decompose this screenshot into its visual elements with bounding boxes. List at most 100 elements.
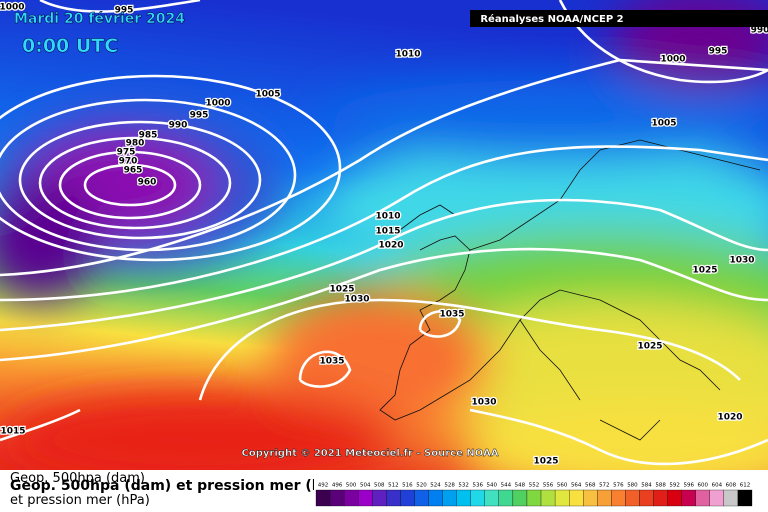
scale-label: 508 (374, 483, 385, 489)
scale-swatch (343, 489, 359, 507)
scale-label: 592 (669, 483, 680, 489)
scale-swatch (386, 489, 401, 507)
scale-swatch (625, 489, 640, 507)
isobar-labels: 1000 995 1010 1005 1000 995 990 985 980 … (0, 1, 768, 468)
scale-swatch (315, 489, 331, 507)
scale-label: 520 (416, 483, 427, 489)
isobar-label: 965 (124, 166, 143, 176)
isobar-label: 1020 (378, 241, 403, 251)
isobar-label: 1000 (205, 99, 230, 109)
isobar-label: 970 (119, 157, 138, 167)
scale-swatch (526, 489, 542, 507)
isobar-label: 1030 (471, 398, 496, 408)
isobar-label: 990 (169, 121, 188, 131)
scale-swatch (737, 489, 753, 507)
scale-swatch (569, 489, 584, 507)
scale-swatch (583, 489, 598, 507)
isobar-label: 1005 (651, 119, 676, 129)
isobar-label: 995 (709, 47, 728, 57)
source: Réanalyses NOAA/NCEP 2 (480, 13, 623, 25)
source-banner (470, 10, 768, 27)
scale-label: 528 (444, 483, 455, 489)
scale-swatch (358, 489, 373, 507)
scale-swatch (723, 489, 739, 507)
footer-text: Geop. 500hpa (dam) et pression mer (hPa) (10, 478, 347, 494)
scale-swatch (428, 489, 443, 507)
isobar-label: 995 (115, 6, 134, 16)
scale-label: 572 (599, 483, 610, 489)
scale-label: 604 (712, 483, 723, 489)
scale-swatch (456, 489, 471, 507)
footer-text: Geop. 500hpa (dam) (10, 471, 145, 486)
scale-swatch (639, 489, 654, 507)
scale-label: 588 (655, 483, 666, 489)
scale-label: 596 (683, 483, 694, 489)
scale-label: 536 (472, 483, 483, 489)
scale-label: 524 (430, 483, 441, 489)
isobar-label: 1025 (692, 266, 717, 276)
scale-label: 548 (515, 483, 526, 489)
scale-label: 552 (529, 483, 540, 489)
scale-swatch (372, 489, 387, 507)
scale-swatch (611, 489, 626, 507)
isobar-label: 960 (138, 178, 157, 188)
isobar-label: 1010 (395, 50, 420, 60)
scale-label: 540 (487, 483, 498, 489)
footer-text: et pression mer (hPa) (10, 493, 150, 508)
scale-swatch (442, 489, 457, 507)
isobar-label: 1025 (637, 342, 662, 352)
isobar-label: 980 (126, 139, 145, 149)
scale-swatch (470, 489, 485, 507)
scale-label: 492 (318, 483, 329, 489)
scale-label: 556 (543, 483, 554, 489)
scale-swatch (681, 489, 696, 507)
isobar-label: 1005 (255, 90, 280, 100)
scale-swatch (695, 489, 710, 507)
scale-swatch (484, 489, 499, 507)
isobar-label: 1000 (660, 55, 685, 65)
scale-label: 584 (641, 483, 652, 489)
scale-swatch (667, 489, 682, 507)
scale-swatch (400, 489, 415, 507)
scale-label: 496 (332, 483, 343, 489)
isobar-label: 985 (139, 131, 158, 141)
isobar-label: 1030 (344, 295, 369, 305)
scale-swatch (554, 489, 570, 507)
scale-label: 564 (571, 483, 582, 489)
scale-swatch (540, 489, 556, 507)
isobar-label: 1025 (329, 285, 354, 295)
scale-label: 608 (726, 483, 737, 489)
scale-swatch (498, 489, 514, 507)
isobar-label: 1035 (439, 310, 464, 320)
scale-swatch (329, 489, 345, 507)
scale-label: 580 (627, 483, 638, 489)
scale-label: 500 (346, 483, 357, 489)
scale-label: 568 (585, 483, 596, 489)
isobar-label: 1000 (0, 3, 25, 13)
isobar-label: 975 (117, 148, 136, 158)
isobar-label: 1025 (533, 457, 558, 467)
scale-label: 612 (740, 483, 751, 489)
coastlines (379, 139, 761, 441)
isobar-label: 1015 (0, 427, 25, 437)
isobars (0, 0, 768, 464)
scale-label: 516 (402, 483, 413, 489)
isobar-label: 1015 (375, 227, 400, 237)
scale-label: 600 (698, 483, 709, 489)
scale-label: 504 (360, 483, 371, 489)
copyright: Copyright © 2021 Meteociel.fr - Source N… (242, 448, 499, 459)
isobar-label: 1010 (375, 212, 400, 222)
isobar-label: 1020 (717, 413, 742, 423)
isobar-label: 995 (190, 111, 209, 121)
isobar-label: 990 (751, 26, 768, 36)
scale-swatch (512, 489, 528, 507)
isobar-label: 1030 (729, 256, 754, 266)
scale-label: 532 (458, 483, 469, 489)
color-scale: 492 496 500 504 508 512 516 520 524 528 532 536 540 5… (314, 478, 754, 510)
isobar-label: 1035 (319, 357, 344, 367)
scale-label: 576 (613, 483, 624, 489)
scale-swatch (653, 489, 668, 507)
